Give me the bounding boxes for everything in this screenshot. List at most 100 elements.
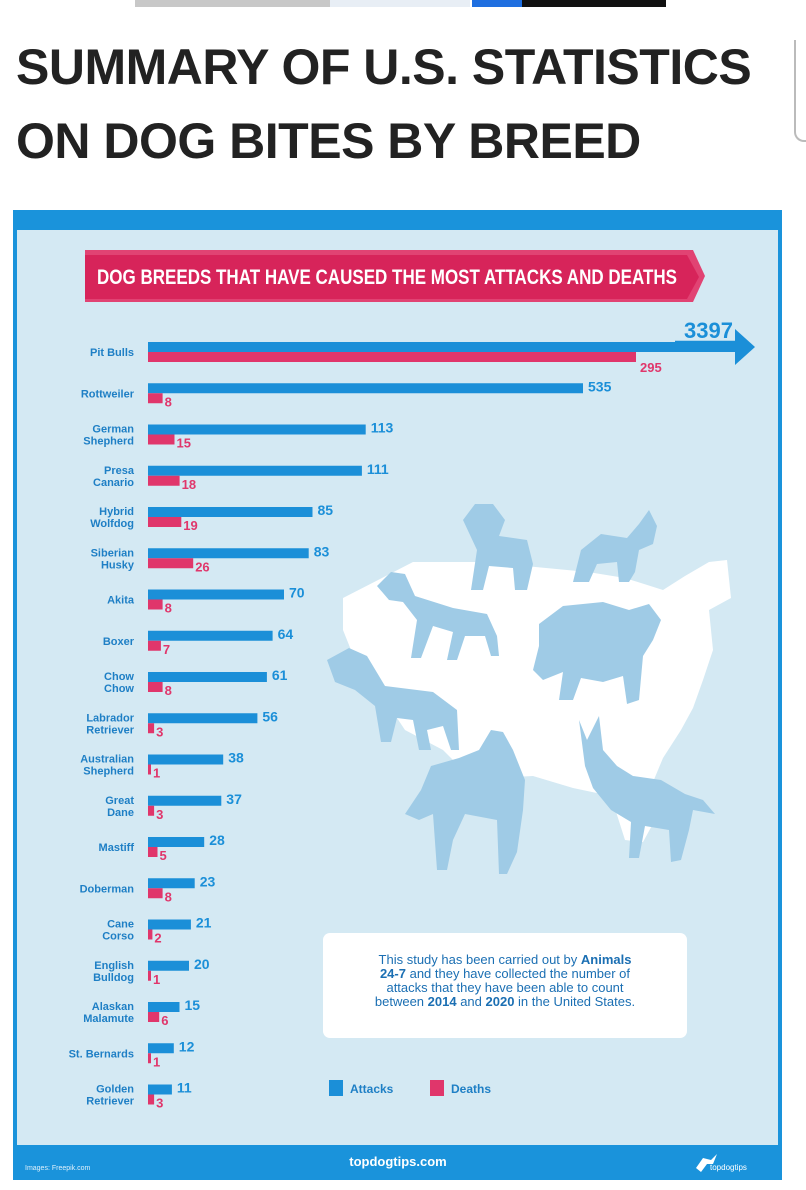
category-label: Doberman [80,883,135,895]
attacks-value-label: 3397 [684,318,733,343]
category-label-line: Alaskan [92,1001,134,1013]
category-label-line: English [94,960,134,972]
deaths-value-label: 2 [154,931,161,946]
deaths-bar [148,764,151,775]
attacks-bar [148,342,735,352]
category-label: St. Bernards [69,1048,134,1060]
attacks-bar [148,795,222,806]
category-label-line: Golden [96,1084,134,1096]
study-note-line: attacks that they have been able to coun… [386,980,623,995]
page-title: SUMMARY OF U.S. STATISTICS ON DOG BITES … [16,30,786,178]
jumping-dog-logo-icon [696,1154,717,1172]
attacks-value-label: 61 [272,667,288,683]
attacks-value-label: 20 [194,956,210,972]
bar-row-siberian-husky: Siberian Husky 83 26 [91,543,330,574]
category-label: Labrador Retriever [86,712,134,736]
legend-deaths-swatch [430,1080,444,1096]
bar-row-boxer: Boxer 64 7 [103,626,294,657]
category-label: Alaskan Malamute [83,1001,134,1025]
attacks-bar [148,960,189,971]
category-label-line: Dane [107,807,134,819]
attacks-bar [148,465,362,476]
study-note-text: This study has been carried out by [379,952,581,967]
study-note-emphasis: 24-7 [380,966,406,981]
category-label-line: Chow [104,683,134,695]
category-label: Siberian Husky [91,547,135,571]
category-label-line: German [92,424,134,436]
study-note-emphasis: 2014 [428,994,458,1009]
deaths-value-label: 15 [177,436,191,451]
bar-row-alaskan-malamute: Alaskan Malamute 15 6 [83,997,200,1028]
deaths-bar [148,558,194,569]
deaths-value-label: 3 [156,724,163,739]
category-label-line: Labrador [86,712,134,724]
category-label-line: Malamute [83,1013,134,1025]
bar-row-doberman: Doberman 23 8 [80,873,216,904]
bar-row-presa-canario: Presa Canario 111 18 [93,461,389,492]
legend-deaths-label: Deaths [451,1082,491,1096]
category-label: Australian Shepherd [80,754,134,778]
category-label: Mastiff [99,842,135,854]
image-credit: Images: Freepik.com [25,1165,91,1172]
deaths-bar [148,517,182,527]
dog-silhouettes [327,504,715,874]
attacks-bar [148,383,583,394]
page-title-line-2: ON DOG BITES BY BREED [16,113,641,169]
attacks-bar [148,1043,174,1054]
category-label-line: Hybrid [99,506,134,518]
category-label-line: Australian [80,754,134,766]
deaths-bar [148,393,163,404]
category-label: Chow Chow [104,671,134,695]
category-label: Great Dane [105,795,134,819]
bar-row-st-bernards: St. Bernards 12 1 [69,1038,195,1069]
deaths-value-label: 6 [161,1013,168,1028]
legend-attacks-swatch [329,1080,343,1096]
deaths-value-label: 3 [156,807,163,822]
banner: DOG BREEDS THAT HAVE CAUSED THE MOST ATT… [85,250,705,302]
pitbull-dog-icon [405,730,525,874]
category-label-line: Great [105,795,134,807]
category-label: Akita [107,595,135,607]
footer-logo-text: topdogtips [710,1163,747,1172]
footer-site-link[interactable]: topdogtips.com [349,1154,447,1169]
category-label: German Shepherd [83,424,134,448]
attacks-value-label: 15 [185,997,201,1013]
study-note-text: between [375,994,428,1009]
deaths-value-label: 8 [165,889,172,904]
category-label: Boxer [103,636,135,648]
scroll-edge [794,40,806,142]
deaths-value-label: 295 [640,360,662,375]
study-note-line: between 2014 and 2020 in the United Stat… [375,994,635,1009]
bar-row-rottweiler: Rottweiler 535 8 [81,378,612,409]
deaths-bar [148,723,155,734]
attacks-value-label: 111 [367,461,389,477]
bar-row-great-dane: Great Dane 37 3 [105,791,242,822]
attacks-value-label: 85 [318,502,334,518]
attacks-bar [148,837,205,847]
category-label-line: Siberian [91,547,135,559]
attacks-value-label: 535 [588,378,612,394]
bar-row-chow-chow: Chow Chow 61 8 [104,667,288,698]
attacks-value-label: 37 [226,791,242,807]
bar-row-australian-shepherd: Australian Shepherd 38 1 [80,750,244,781]
attacks-bar [148,424,366,435]
deaths-bar [148,599,163,610]
category-label-line: Wolfdog [90,518,134,530]
doberman-dog-icon [377,572,499,660]
deaths-value-label: 7 [163,642,170,657]
rottweiler-dog-icon [327,648,459,750]
infographic-svg: DOG BREEDS THAT HAVE CAUSED THE MOST ATT… [13,210,782,1180]
mastiff-dog-icon [533,602,661,704]
attacks-value-label: 28 [209,832,225,848]
boxer-dog-icon [573,510,657,582]
deaths-bar [148,888,163,899]
deaths-value-label: 1 [153,766,160,781]
category-label-line: Shepherd [83,436,134,448]
study-note-box [323,933,687,1038]
deaths-bar [148,352,636,362]
deaths-bar [148,640,161,651]
category-label-line: Retriever [86,1096,134,1108]
deaths-value-label: 3 [156,1096,163,1111]
bar-row-labrador-retriever: Labrador Retriever 56 3 [86,708,278,739]
